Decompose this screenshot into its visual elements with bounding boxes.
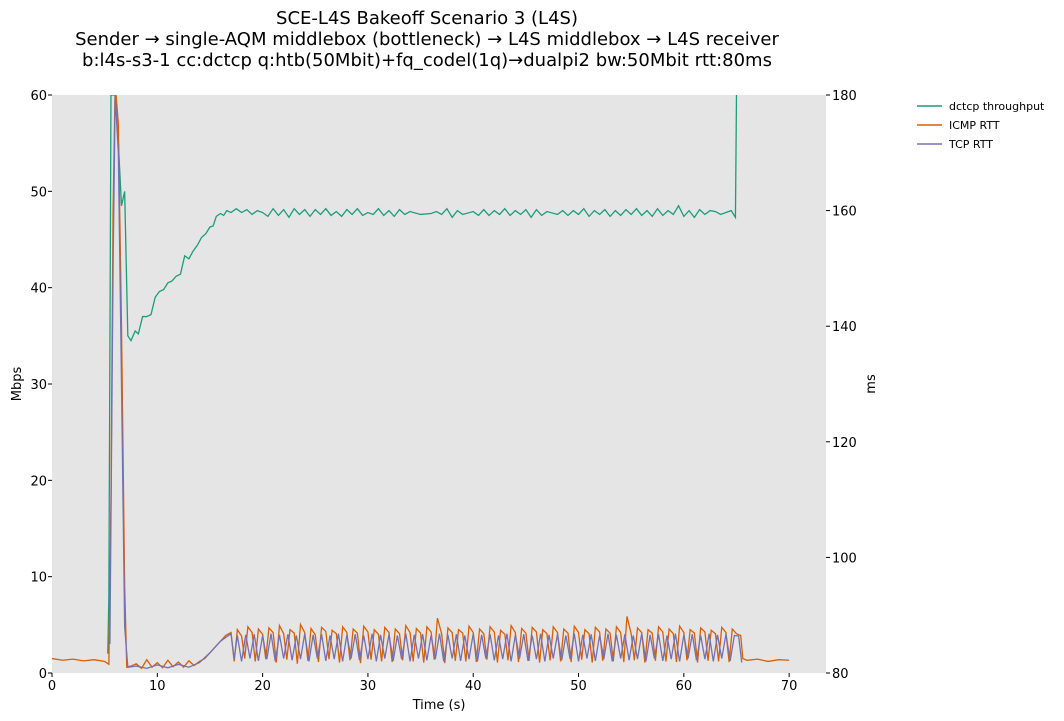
chart-title-line-1: SCE-L4S Bakeoff Scenario 3 (L4S) bbox=[276, 8, 578, 29]
legend-label: dctcp throughput bbox=[949, 100, 1045, 113]
x-tick-label: 0 bbox=[48, 679, 56, 694]
legend-label: ICMP RTT bbox=[949, 119, 1000, 132]
x-tick-label: 50 bbox=[570, 679, 587, 694]
chart-title-line-3: b:l4s-s3-1 cc:dctcp q:htb(50Mbit)+fq_cod… bbox=[82, 50, 772, 71]
x-tick-label: 70 bbox=[781, 679, 798, 694]
legend-label: TCP RTT bbox=[948, 138, 993, 151]
y-right-tick-label: 180 bbox=[832, 89, 857, 104]
y-left-tick-label: 30 bbox=[30, 378, 47, 393]
x-tick-label: 10 bbox=[149, 679, 166, 694]
y-right-tick-label: 160 bbox=[832, 205, 857, 220]
y-right-tick-label: 140 bbox=[832, 320, 857, 335]
chart-title-line-2: Sender → single-AQM middlebox (bottlenec… bbox=[75, 29, 779, 50]
series-line-tcp-rtt bbox=[109, 95, 743, 670]
series-line-dctcp-throughput bbox=[107, 95, 738, 654]
y-left-tick-label: 50 bbox=[30, 185, 47, 200]
y-axis-left-label: Mbps bbox=[10, 367, 25, 402]
y-left-tick-label: 10 bbox=[30, 571, 47, 586]
x-tick-label: 20 bbox=[254, 679, 271, 694]
y-axis-right-label: ms bbox=[864, 374, 879, 394]
y-left-tick-label: 20 bbox=[30, 474, 47, 489]
legend: dctcp throughput ICMP RTT TCP RTT bbox=[917, 100, 1045, 151]
x-axis-label: Time (s) bbox=[412, 698, 466, 713]
plot-area bbox=[52, 95, 826, 673]
x-tick-label: 40 bbox=[465, 679, 482, 694]
x-tick-label: 30 bbox=[360, 679, 377, 694]
y-right-tick-label: 100 bbox=[832, 551, 857, 566]
y-right-tick-label: 120 bbox=[832, 436, 857, 451]
y-left-tick-label: 40 bbox=[30, 282, 47, 297]
x-tick-label: 60 bbox=[676, 679, 693, 694]
y-left-tick-label: 0 bbox=[39, 667, 47, 682]
y-right-tick-label: 80 bbox=[832, 667, 849, 682]
y-left-tick-label: 60 bbox=[30, 89, 47, 104]
